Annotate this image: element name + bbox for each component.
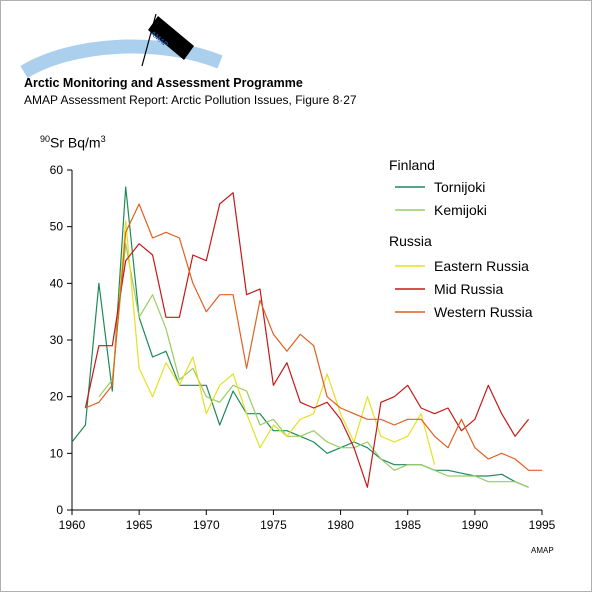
organization-title: Arctic Monitoring and Assessment Program… (24, 76, 303, 90)
y-tick-label: 60 (50, 163, 64, 177)
y-label-exponent: 3 (100, 134, 106, 144)
legend-label-eastern-russia: Eastern Russia (434, 258, 529, 274)
y-tick-label: 10 (50, 446, 64, 460)
legend-label-kemijoki: Kemijoki (434, 202, 487, 218)
credit-label: AMAP (531, 546, 554, 555)
figure-subtitle: AMAP Assessment Report: Arctic Pollution… (24, 93, 357, 107)
x-tick-label: 1975 (260, 518, 287, 532)
series-line-eastern-russia (111, 220, 436, 465)
legend-group-title: Finland (389, 157, 435, 173)
logo-flag (148, 16, 194, 60)
legend-label-mid-russia: Mid Russia (434, 281, 503, 297)
x-tick-label: 1970 (193, 518, 220, 532)
x-tick-label: 1990 (462, 518, 489, 532)
y-label-isotope-mass: 90 (40, 134, 51, 144)
legend-group-title: Russia (389, 233, 432, 249)
x-tick-label: 1985 (394, 518, 421, 532)
y-tick-label: 40 (50, 276, 64, 290)
legend-label-tornijoki: Tornijoki (434, 179, 485, 195)
y-label-text: Sr Bq/m (50, 134, 101, 151)
y-tick-label: 20 (50, 390, 64, 404)
y-axis-label: 90Sr Bq/m3 (40, 134, 106, 151)
series-line-western-russia (85, 203, 542, 471)
x-tick-label: 1965 (126, 518, 153, 532)
y-tick-label: 0 (56, 503, 63, 517)
series-line-kemijoki (98, 243, 529, 488)
y-tick-label: 30 (50, 333, 64, 347)
legend-label-western-russia: Western Russia (434, 304, 533, 320)
series-line-tornijoki (71, 186, 529, 488)
y-tick-label: 50 (50, 220, 64, 234)
logo-arc (20, 39, 223, 79)
logo-pole (141, 13, 157, 67)
x-tick-label: 1995 (529, 518, 556, 532)
series-line-mid-russia (84, 192, 530, 488)
x-tick-label: 1960 (59, 518, 86, 532)
x-tick-label: 1980 (327, 518, 354, 532)
